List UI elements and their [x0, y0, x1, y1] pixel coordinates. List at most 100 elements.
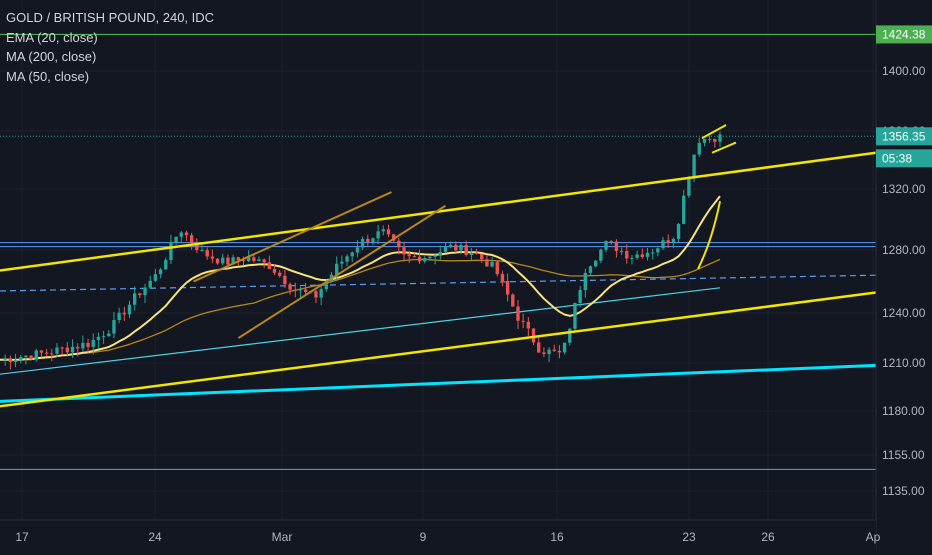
- candle-body: [272, 268, 277, 273]
- candle-body: [210, 256, 215, 259]
- candle-body: [257, 259, 261, 262]
- candle-body: [236, 257, 240, 261]
- candle-body: [252, 257, 256, 262]
- candle-body: [262, 259, 266, 263]
- candle-body: [127, 304, 132, 315]
- price-badge-label: 1356.35: [882, 129, 926, 143]
- time-tick-label: Ap: [866, 530, 881, 544]
- candle-body: [81, 342, 85, 349]
- candle-body: [604, 241, 608, 250]
- candle-body: [29, 355, 33, 360]
- candle-body: [552, 349, 556, 351]
- candle-body: [195, 242, 199, 251]
- horizontal-levels: [0, 33, 877, 470]
- time-axis-bg: [0, 520, 876, 550]
- candle-body: [376, 231, 380, 239]
- candle-body: [355, 247, 360, 253]
- candle-body: [625, 251, 629, 259]
- candle-body: [345, 256, 349, 262]
- candle-body: [713, 138, 717, 142]
- time-tick-label: 24: [148, 530, 162, 544]
- candle-body: [402, 247, 406, 255]
- candle-body: [438, 251, 442, 256]
- candle-body: [666, 240, 670, 243]
- candle-body: [65, 347, 70, 353]
- candle-body: [640, 254, 644, 257]
- candle-body: [324, 281, 329, 290]
- candles: [3, 131, 722, 370]
- candle-body: [614, 241, 619, 252]
- candle-body: [215, 258, 220, 264]
- candle-body: [718, 134, 722, 142]
- candle-body: [682, 195, 686, 224]
- candle-body: [557, 350, 562, 353]
- candle-body: [687, 178, 691, 196]
- candle-body: [650, 252, 655, 254]
- price-tick-label: 1240.00: [882, 306, 926, 320]
- candle-body: [164, 259, 168, 270]
- candle-body: [70, 346, 75, 353]
- price-axis[interactable]: 1400.001360.001320.001280.001240.001210.…: [875, 0, 932, 550]
- candle-body: [143, 287, 147, 296]
- candle-body: [132, 293, 137, 305]
- grid: [0, 0, 876, 520]
- candle-body: [386, 229, 391, 235]
- candle-body: [697, 142, 701, 155]
- candle-body: [407, 254, 411, 257]
- ma200-indicator-label[interactable]: MA (200, close): [6, 49, 97, 64]
- candle-body: [205, 250, 209, 257]
- candle-body: [531, 328, 536, 343]
- candle-body: [200, 250, 204, 252]
- candle-body: [443, 247, 448, 252]
- symbol-title[interactable]: GOLD / BRITISH POUND, 240, IDC: [6, 10, 215, 25]
- candle-body: [490, 262, 494, 267]
- price-badge: [876, 127, 932, 146]
- candle-body: [298, 289, 303, 291]
- candle-body: [588, 266, 593, 273]
- candle-body: [153, 274, 158, 281]
- candle-body: [526, 321, 531, 329]
- candle-body: [583, 272, 588, 291]
- candle-body: [278, 272, 282, 276]
- breakout-arc: [697, 201, 721, 270]
- support-trendline: [0, 363, 877, 403]
- ma50-indicator-label[interactable]: MA (50, close): [6, 68, 90, 84]
- candle-body: [366, 238, 370, 243]
- candle-body: [454, 244, 458, 251]
- candle-body: [221, 257, 225, 264]
- candle-body: [381, 229, 385, 232]
- candle-body: [267, 262, 272, 269]
- candle-body: [174, 236, 178, 243]
- candle-body: [505, 281, 510, 295]
- candle-body: [319, 289, 323, 298]
- candle-body: [13, 359, 18, 362]
- price-tick-label: 1155.00: [882, 448, 925, 462]
- candle-body: [360, 238, 365, 248]
- candle-body: [645, 252, 650, 257]
- candle-body: [138, 293, 142, 296]
- candle-body: [464, 245, 468, 255]
- candle-body: [428, 256, 432, 259]
- candle-body: [39, 350, 44, 353]
- time-axis[interactable]: 17 24 Mar 9 16 23 26 Ap: [0, 519, 881, 550]
- candle-body: [495, 262, 499, 275]
- ma200-line: [0, 287, 721, 375]
- candle-body: [8, 358, 13, 362]
- candle-body: [335, 263, 339, 275]
- trendlines[interactable]: [0, 124, 877, 408]
- candle-body: [594, 260, 598, 267]
- candle-body: [283, 275, 287, 285]
- candle-body: [599, 249, 603, 261]
- candle-body: [412, 256, 417, 258]
- candle-body: [24, 355, 28, 358]
- ema-indicator-label[interactable]: EMA (20, close): [6, 29, 98, 45]
- candle-body: [511, 294, 515, 307]
- price-tick-label: 1180.00: [882, 404, 925, 418]
- candle-body: [340, 261, 344, 264]
- candle-body: [241, 260, 246, 262]
- time-tick-label: 23: [682, 530, 696, 544]
- candle-body: [96, 336, 101, 340]
- time-tick-label: 9: [420, 530, 427, 544]
